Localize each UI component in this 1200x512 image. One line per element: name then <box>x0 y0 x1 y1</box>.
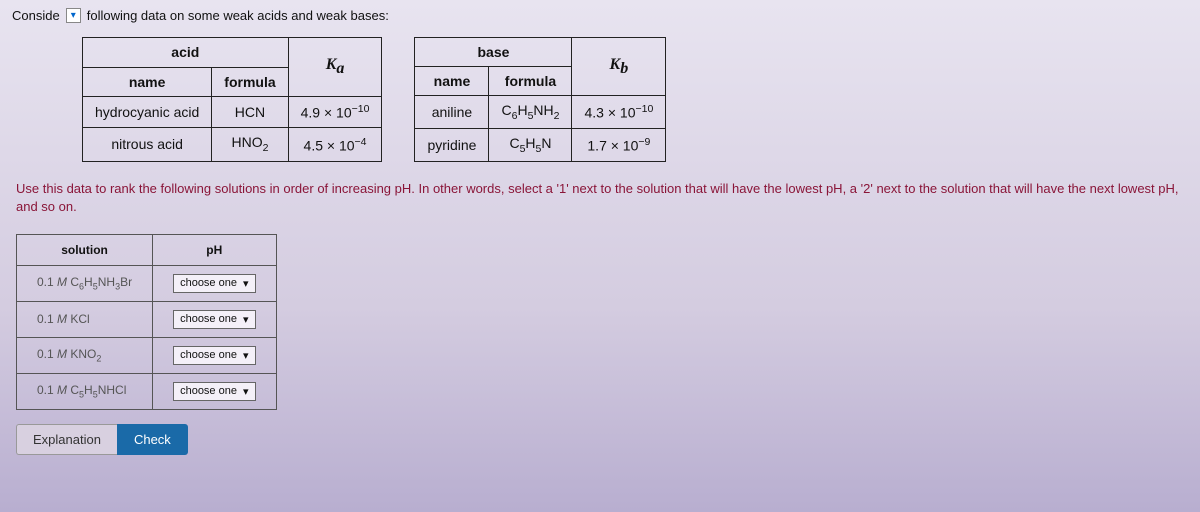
solution-cell: 0.1 M C6H5NH3Br <box>17 265 153 301</box>
acid-table: acid Ka name formula hydrocyanic acid HC… <box>82 37 382 162</box>
base-kb: 1.7 × 10−9 <box>572 128 666 161</box>
base-header: base <box>415 38 572 67</box>
acid-formula: HCN <box>212 97 288 128</box>
choose-label: choose one <box>180 277 237 289</box>
choose-label: choose one <box>180 313 237 325</box>
table-row: 0.1 M C5H5NHCl choose one ▾ <box>17 373 277 409</box>
ph-select[interactable]: choose one ▾ <box>173 310 255 329</box>
table-row: hydrocyanic acid HCN 4.9 × 10−10 <box>83 97 382 128</box>
instructions-text: Use this data to rank the following solu… <box>16 180 1184 216</box>
ph-col-header: pH <box>153 234 276 265</box>
solutions-table: solution pH 0.1 M C6H5NH3Br choose one ▾… <box>16 234 277 410</box>
base-kb: 4.3 × 10−10 <box>572 96 666 129</box>
base-formula: C6H5NH2 <box>489 96 572 129</box>
acid-header: acid <box>83 38 289 68</box>
base-name: aniline <box>415 96 489 129</box>
base-kb-header: Kb <box>572 38 666 96</box>
base-name: pyridine <box>415 128 489 161</box>
ph-select[interactable]: choose one ▾ <box>173 346 255 365</box>
acid-name: nitrous acid <box>83 128 212 161</box>
solution-cell: 0.1 M KCl <box>17 301 153 337</box>
acid-ka-header: Ka <box>288 38 382 97</box>
base-formula: C5H5N <box>489 128 572 161</box>
table-row: pyridine C5H5N 1.7 × 10−9 <box>415 128 666 161</box>
acid-formula-header: formula <box>212 67 288 97</box>
ph-select[interactable]: choose one ▾ <box>173 382 255 401</box>
ph-cell: choose one ▾ <box>153 301 276 337</box>
prompt-line: Conside ▾ following data on some weak ac… <box>12 8 1188 23</box>
ph-select[interactable]: choose one ▾ <box>173 274 255 293</box>
table-row: aniline C6H5NH2 4.3 × 10−10 <box>415 96 666 129</box>
ph-cell: choose one ▾ <box>153 373 276 409</box>
chevron-down-icon: ▾ <box>243 385 249 398</box>
solution-col-header: solution <box>17 234 153 265</box>
chevron-down-icon: ▾ <box>243 277 249 290</box>
chevron-down-icon: ▾ <box>243 313 249 326</box>
inline-dropdown[interactable]: ▾ <box>66 8 81 23</box>
conside-text: Conside <box>12 8 60 23</box>
prompt-rest: following data on some weak acids and we… <box>87 8 389 23</box>
acid-formula: HNO2 <box>212 128 288 161</box>
tables-row: acid Ka name formula hydrocyanic acid HC… <box>82 37 1188 162</box>
acid-ka: 4.9 × 10−10 <box>288 97 382 128</box>
acid-name-header: name <box>83 67 212 97</box>
ph-cell: choose one ▾ <box>153 265 276 301</box>
solution-cell: 0.1 M C5H5NHCl <box>17 373 153 409</box>
base-table: base Kb name formula aniline C6H5NH2 4.3… <box>414 37 666 162</box>
table-row: 0.1 M C6H5NH3Br choose one ▾ <box>17 265 277 301</box>
table-row: 0.1 M KNO2 choose one ▾ <box>17 337 277 373</box>
chevron-down-icon: ▾ <box>243 349 249 362</box>
choose-label: choose one <box>180 349 237 361</box>
solution-cell: 0.1 M KNO2 <box>17 337 153 373</box>
table-row: nitrous acid HNO2 4.5 × 10−4 <box>83 128 382 161</box>
check-button[interactable]: Check <box>117 424 188 455</box>
chevron-down-icon: ▾ <box>71 10 76 21</box>
base-formula-header: formula <box>489 67 572 96</box>
choose-label: choose one <box>180 385 237 397</box>
table-row: 0.1 M KCl choose one ▾ <box>17 301 277 337</box>
acid-name: hydrocyanic acid <box>83 97 212 128</box>
button-row: Explanation Check <box>16 424 1188 455</box>
base-name-header: name <box>415 67 489 96</box>
acid-ka: 4.5 × 10−4 <box>288 128 382 161</box>
ph-cell: choose one ▾ <box>153 337 276 373</box>
explanation-button[interactable]: Explanation <box>16 424 117 455</box>
